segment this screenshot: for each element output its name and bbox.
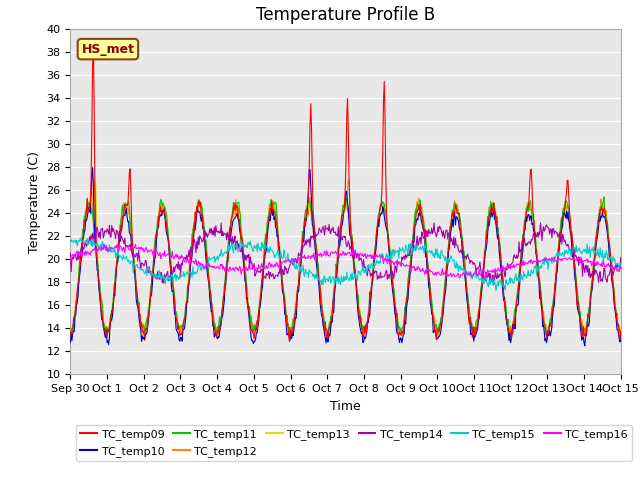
TC_temp15: [413, 242, 421, 248]
TC_temp12: [430, 313, 438, 319]
Text: HS_met: HS_met: [81, 43, 134, 56]
Line: TC_temp11: TC_temp11: [70, 197, 621, 337]
TC_temp16: [456, 275, 463, 281]
TC_temp11: [67, 328, 74, 334]
X-axis label: Time: Time: [330, 400, 361, 413]
Title: Temperature Profile B: Temperature Profile B: [256, 6, 435, 24]
TC_temp15: [492, 288, 500, 293]
TC_temp15: [134, 265, 141, 271]
TC_temp16: [190, 259, 198, 264]
TC_temp14: [429, 231, 436, 237]
TC_temp12: [134, 298, 141, 303]
TC_temp10: [581, 343, 589, 348]
TC_temp14: [77, 251, 84, 257]
TC_temp09: [77, 259, 84, 264]
TC_temp13: [414, 206, 422, 212]
TC_temp14: [189, 245, 196, 251]
TC_temp10: [617, 333, 625, 338]
TC_temp09: [190, 228, 198, 234]
Y-axis label: Temperature (C): Temperature (C): [28, 151, 41, 252]
TC_temp16: [429, 272, 437, 277]
TC_temp12: [141, 338, 148, 344]
TC_temp12: [617, 330, 625, 336]
TC_temp12: [67, 328, 74, 334]
TC_temp09: [219, 304, 227, 310]
TC_temp13: [134, 300, 142, 305]
TC_temp15: [77, 235, 84, 241]
TC_temp11: [600, 194, 608, 200]
TC_temp15: [67, 238, 74, 244]
TC_temp09: [414, 207, 422, 213]
Line: TC_temp10: TC_temp10: [70, 168, 621, 346]
TC_temp14: [218, 233, 226, 239]
TC_temp10: [190, 234, 198, 240]
Line: TC_temp13: TC_temp13: [70, 181, 621, 339]
TC_temp12: [414, 205, 422, 211]
TC_temp13: [191, 215, 198, 220]
TC_temp10: [77, 267, 84, 273]
Line: TC_temp16: TC_temp16: [70, 244, 621, 278]
TC_temp09: [430, 320, 438, 325]
Line: TC_temp12: TC_temp12: [70, 179, 621, 341]
TC_temp10: [429, 330, 437, 336]
TC_temp16: [413, 267, 421, 273]
Line: TC_temp15: TC_temp15: [70, 238, 621, 290]
TC_temp16: [219, 266, 227, 272]
TC_temp11: [413, 208, 420, 214]
TC_temp09: [617, 328, 625, 334]
TC_temp10: [89, 165, 97, 171]
TC_temp12: [191, 220, 198, 226]
TC_temp10: [413, 216, 421, 222]
TC_temp15: [617, 261, 625, 266]
TC_temp16: [617, 266, 625, 272]
TC_temp14: [617, 254, 625, 260]
TC_temp10: [134, 304, 141, 310]
TC_temp09: [90, 41, 97, 47]
TC_temp12: [90, 176, 98, 182]
TC_temp11: [189, 230, 196, 236]
TC_temp10: [67, 339, 74, 345]
TC_temp15: [219, 253, 227, 259]
TC_temp16: [77, 252, 84, 257]
TC_temp09: [134, 301, 141, 307]
TC_temp16: [67, 255, 74, 261]
TC_temp14: [67, 250, 74, 256]
TC_temp12: [220, 294, 227, 300]
TC_temp15: [190, 272, 198, 277]
TC_temp15: [429, 253, 437, 259]
TC_temp11: [429, 306, 436, 312]
TC_temp11: [543, 335, 550, 340]
TC_temp16: [134, 245, 141, 251]
TC_temp09: [285, 339, 293, 345]
TC_temp14: [413, 241, 420, 247]
TC_temp13: [430, 322, 438, 327]
TC_temp13: [220, 298, 227, 304]
TC_temp16: [100, 241, 108, 247]
TC_temp14: [490, 282, 497, 288]
TC_temp14: [133, 251, 141, 257]
TC_temp13: [67, 336, 74, 341]
TC_temp10: [219, 312, 227, 318]
TC_temp13: [77, 252, 85, 258]
TC_temp09: [67, 332, 74, 337]
Legend: TC_temp09, TC_temp10, TC_temp11, TC_temp12, TC_temp13, TC_temp14, TC_temp15, TC_: TC_temp09, TC_temp10, TC_temp11, TC_temp…: [76, 425, 632, 461]
TC_temp11: [133, 290, 141, 296]
TC_temp13: [92, 179, 99, 184]
TC_temp11: [77, 255, 84, 261]
TC_temp11: [218, 310, 226, 315]
Line: TC_temp09: TC_temp09: [70, 44, 621, 342]
TC_temp15: [77, 238, 85, 243]
Line: TC_temp14: TC_temp14: [70, 223, 621, 285]
TC_temp13: [617, 325, 625, 331]
TC_temp14: [536, 220, 544, 226]
TC_temp13: [67, 336, 75, 342]
TC_temp12: [77, 257, 84, 263]
TC_temp11: [617, 330, 625, 336]
